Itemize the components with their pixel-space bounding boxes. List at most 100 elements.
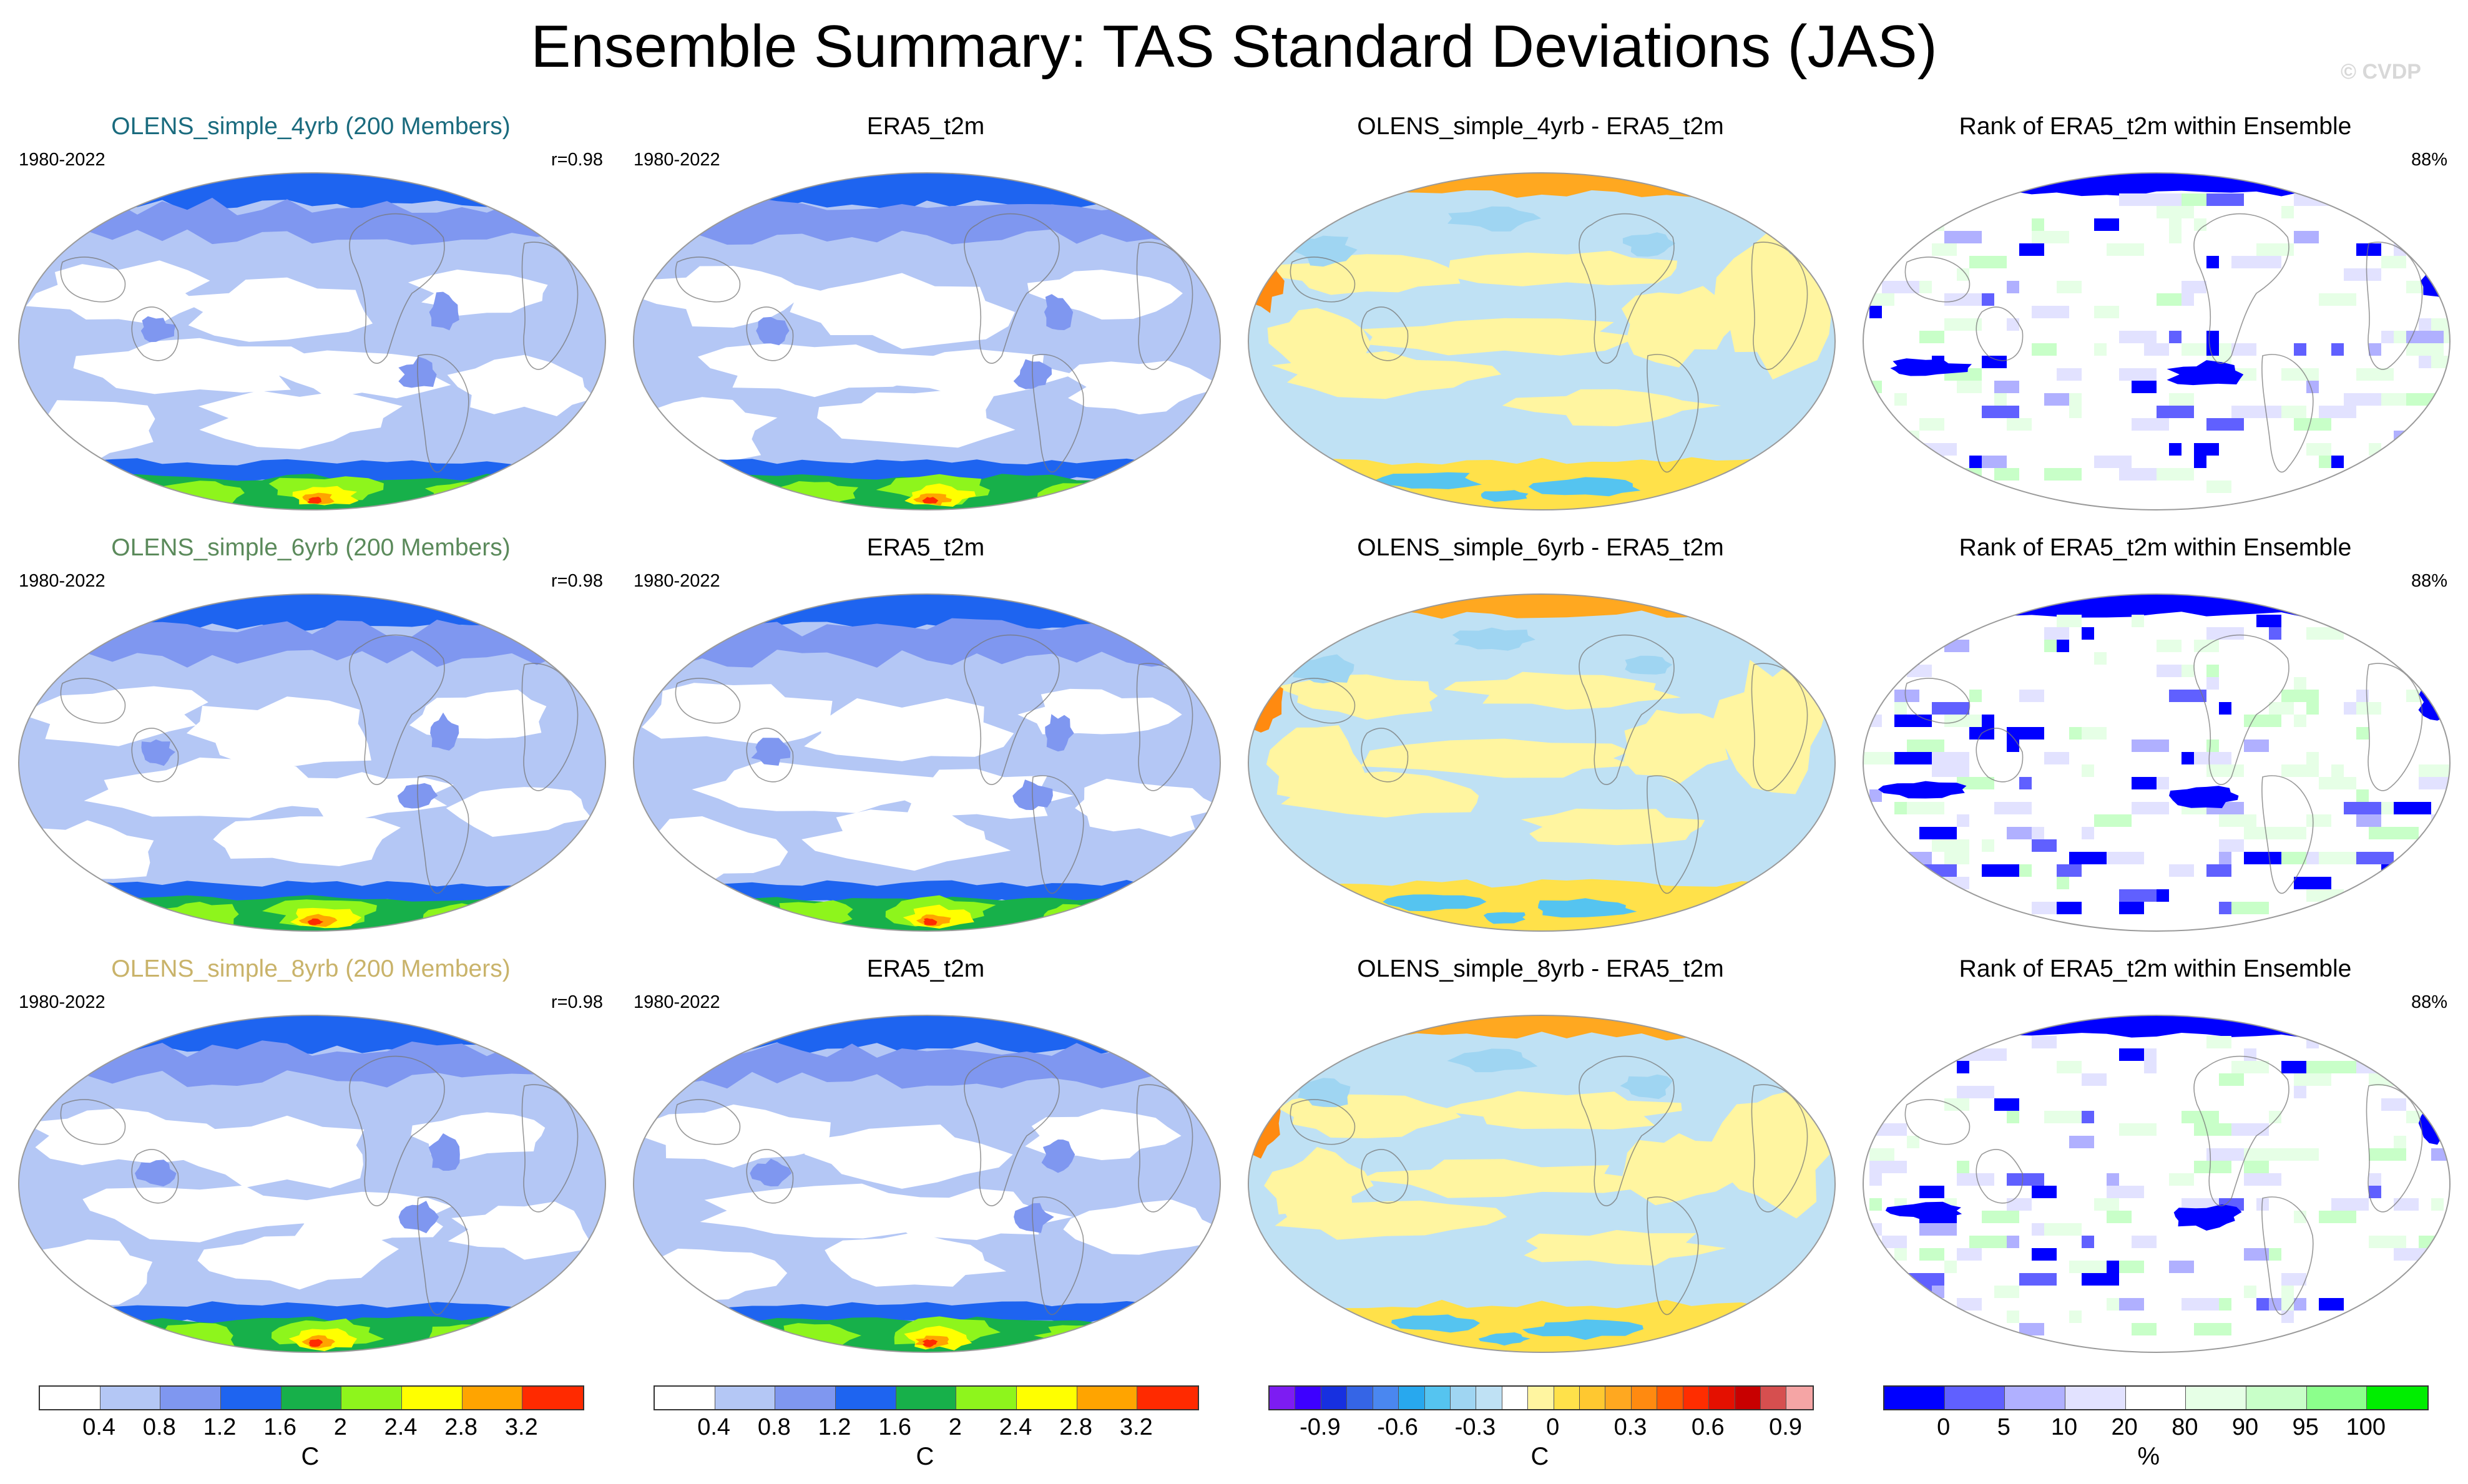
colorbar-swatch	[100, 1387, 161, 1409]
panel-diff-row2: OLENS_simple_6yrb - ERA5_t2m	[1235, 534, 1846, 952]
colorbar-swatch	[2065, 1387, 2126, 1409]
colorbar-tick-label: 0.3	[1614, 1414, 1647, 1440]
map-model-sd	[12, 168, 612, 515]
panel-diff-row1: OLENS_simple_4yrb - ERA5_t2m	[1235, 112, 1846, 530]
colorbar-swatch	[1605, 1387, 1632, 1409]
colorbar-tick-label: -0.3	[1454, 1414, 1496, 1440]
map-field	[634, 173, 1220, 510]
colorbar-swatch	[40, 1387, 100, 1409]
map-field	[19, 594, 605, 931]
colorbar-swatch	[462, 1387, 523, 1409]
panel-rank-row3: Rank of ERA5_t2m within Ensemble 88%	[1849, 955, 2461, 1373]
colorbar-swatch	[341, 1387, 402, 1409]
colorbar-tick-label: 20	[2111, 1414, 2138, 1440]
colorbar-swatch	[1295, 1387, 1321, 1409]
panel-period: 1980-2022	[19, 992, 105, 1012]
colorbar-tick-label: 3.2	[1119, 1414, 1153, 1440]
colorbar-swatch	[655, 1387, 715, 1409]
colorbar-swatch	[2005, 1387, 2065, 1409]
map-field	[19, 173, 605, 510]
map-field	[1863, 594, 2450, 931]
colorbar-unit: C	[1530, 1443, 1549, 1470]
colorbar-swatch	[281, 1387, 342, 1409]
rank-percent: 88%	[2411, 571, 2447, 591]
colorbar-tick-label: 100	[2346, 1414, 2386, 1440]
colorbar-swatch	[1884, 1387, 1945, 1409]
colorbar-tick-label: 90	[2231, 1414, 2259, 1440]
colorbar-swatch	[1683, 1387, 1710, 1409]
colorbar-swatch	[1554, 1387, 1580, 1409]
panel-diff-title: OLENS_simple_6yrb - ERA5_t2m	[1357, 534, 1724, 561]
colorbar-tick-label: -0.6	[1377, 1414, 1418, 1440]
map-model-sd	[12, 590, 612, 936]
panel-diff-title: OLENS_simple_4yrb - ERA5_t2m	[1357, 113, 1724, 140]
colorbar-tick-label: 5	[1997, 1414, 2010, 1440]
colorbar-tick-label: 2.8	[444, 1414, 478, 1440]
map-rank	[1857, 590, 2456, 936]
panel-period: 1980-2022	[634, 571, 720, 591]
cvdp-watermark: © CVDP	[2341, 60, 2421, 84]
colorbar-tick-label: 2.8	[1059, 1414, 1093, 1440]
colorbar-tick-label: 2.4	[999, 1414, 1032, 1440]
panel-obs-title: ERA5_t2m	[866, 534, 985, 561]
colorbar-tick-label: 2	[948, 1414, 962, 1440]
colorbar-swatch	[2246, 1387, 2307, 1409]
map-obs-sd	[627, 168, 1227, 515]
panel-obs-row1: ERA5_t2m 1980-2022	[620, 112, 1232, 530]
colorbar-boxes	[1883, 1385, 2429, 1410]
colorbar-tick-label: 0	[1546, 1414, 1560, 1440]
colorbar-diff: -0.9 -0.6 -0.3 0 0.3 0.6 0.9 C	[1268, 1385, 1818, 1484]
colorbar-tick-label: 0.6	[1691, 1414, 1725, 1440]
colorbar-swatch	[1077, 1387, 1138, 1409]
colorbar-swatch	[1657, 1387, 1683, 1409]
colorbar-swatch	[1270, 1387, 1296, 1409]
colorbar-unit: %	[2137, 1443, 2160, 1470]
colorbar-tick-label: 0.8	[757, 1414, 791, 1440]
colorbar-swatch	[896, 1387, 957, 1409]
panel-obs-row2: ERA5_t2m 1980-2022	[620, 534, 1232, 952]
colorbar-swatch	[2186, 1387, 2246, 1409]
map-rank	[1857, 1011, 2456, 1357]
colorbar-boxes	[654, 1385, 1199, 1410]
colorbar-swatch	[220, 1387, 282, 1409]
colorbar-unit: C	[301, 1443, 320, 1470]
map-model-sd	[12, 1011, 612, 1357]
panel-period: 1980-2022	[634, 150, 720, 170]
map-field	[634, 1015, 1220, 1352]
colorbar-tick-label: 0.4	[697, 1414, 731, 1440]
colorbar-tick-label: 1.2	[203, 1414, 237, 1440]
colorbar-swatch	[1450, 1387, 1477, 1409]
colorbar-swatch	[1761, 1387, 1787, 1409]
panel-period: 1980-2022	[19, 571, 105, 591]
colorbar-swatch	[1373, 1387, 1399, 1409]
panel-diff-title: OLENS_simple_8yrb - ERA5_t2m	[1357, 955, 1724, 982]
panel-rank-row2: Rank of ERA5_t2m within Ensemble 88%	[1849, 534, 2461, 952]
panel-model-row3: OLENS_simple_8yrb (200 Members) 1980-202…	[5, 955, 617, 1373]
pattern-correlation: r=0.98	[551, 150, 603, 170]
panel-rank-title: Rank of ERA5_t2m within Ensemble	[1959, 534, 2352, 561]
map-difference	[1242, 1011, 1841, 1357]
rank-percent: 88%	[2411, 992, 2447, 1012]
colorbar-swatch	[1502, 1387, 1529, 1409]
map-obs-sd	[627, 590, 1227, 936]
colorbar-tick-label: 3.2	[504, 1414, 538, 1440]
panel-model-title: OLENS_simple_8yrb (200 Members)	[111, 955, 511, 982]
colorbar-tick-label: 1.6	[263, 1414, 297, 1440]
panel-obs-title: ERA5_t2m	[866, 113, 985, 140]
colorbar-swatch	[1528, 1387, 1554, 1409]
map-obs-sd	[627, 1011, 1227, 1357]
colorbar-tick-label: 0	[1937, 1414, 1951, 1440]
panel-rank-row1: Rank of ERA5_t2m within Ensemble 88%	[1849, 112, 2461, 530]
colorbar-tick-label: 1.6	[878, 1414, 912, 1440]
colorbar-model: 0.4 0.8 1.2 1.6 2 2.4 2.8 3.2 C	[39, 1385, 588, 1484]
colorbar-tick-label: 0.9	[1769, 1414, 1802, 1440]
colorbar-swatch	[401, 1387, 463, 1409]
colorbar-swatch	[1944, 1387, 2005, 1409]
pattern-correlation: r=0.98	[551, 992, 603, 1012]
colorbar-swatch	[775, 1387, 836, 1409]
panel-rank-title: Rank of ERA5_t2m within Ensemble	[1959, 955, 2352, 982]
pattern-correlation: r=0.98	[551, 571, 603, 591]
map-field	[1863, 173, 2450, 510]
colorbar-swatch	[1580, 1387, 1606, 1409]
map-field	[1248, 1015, 1835, 1352]
